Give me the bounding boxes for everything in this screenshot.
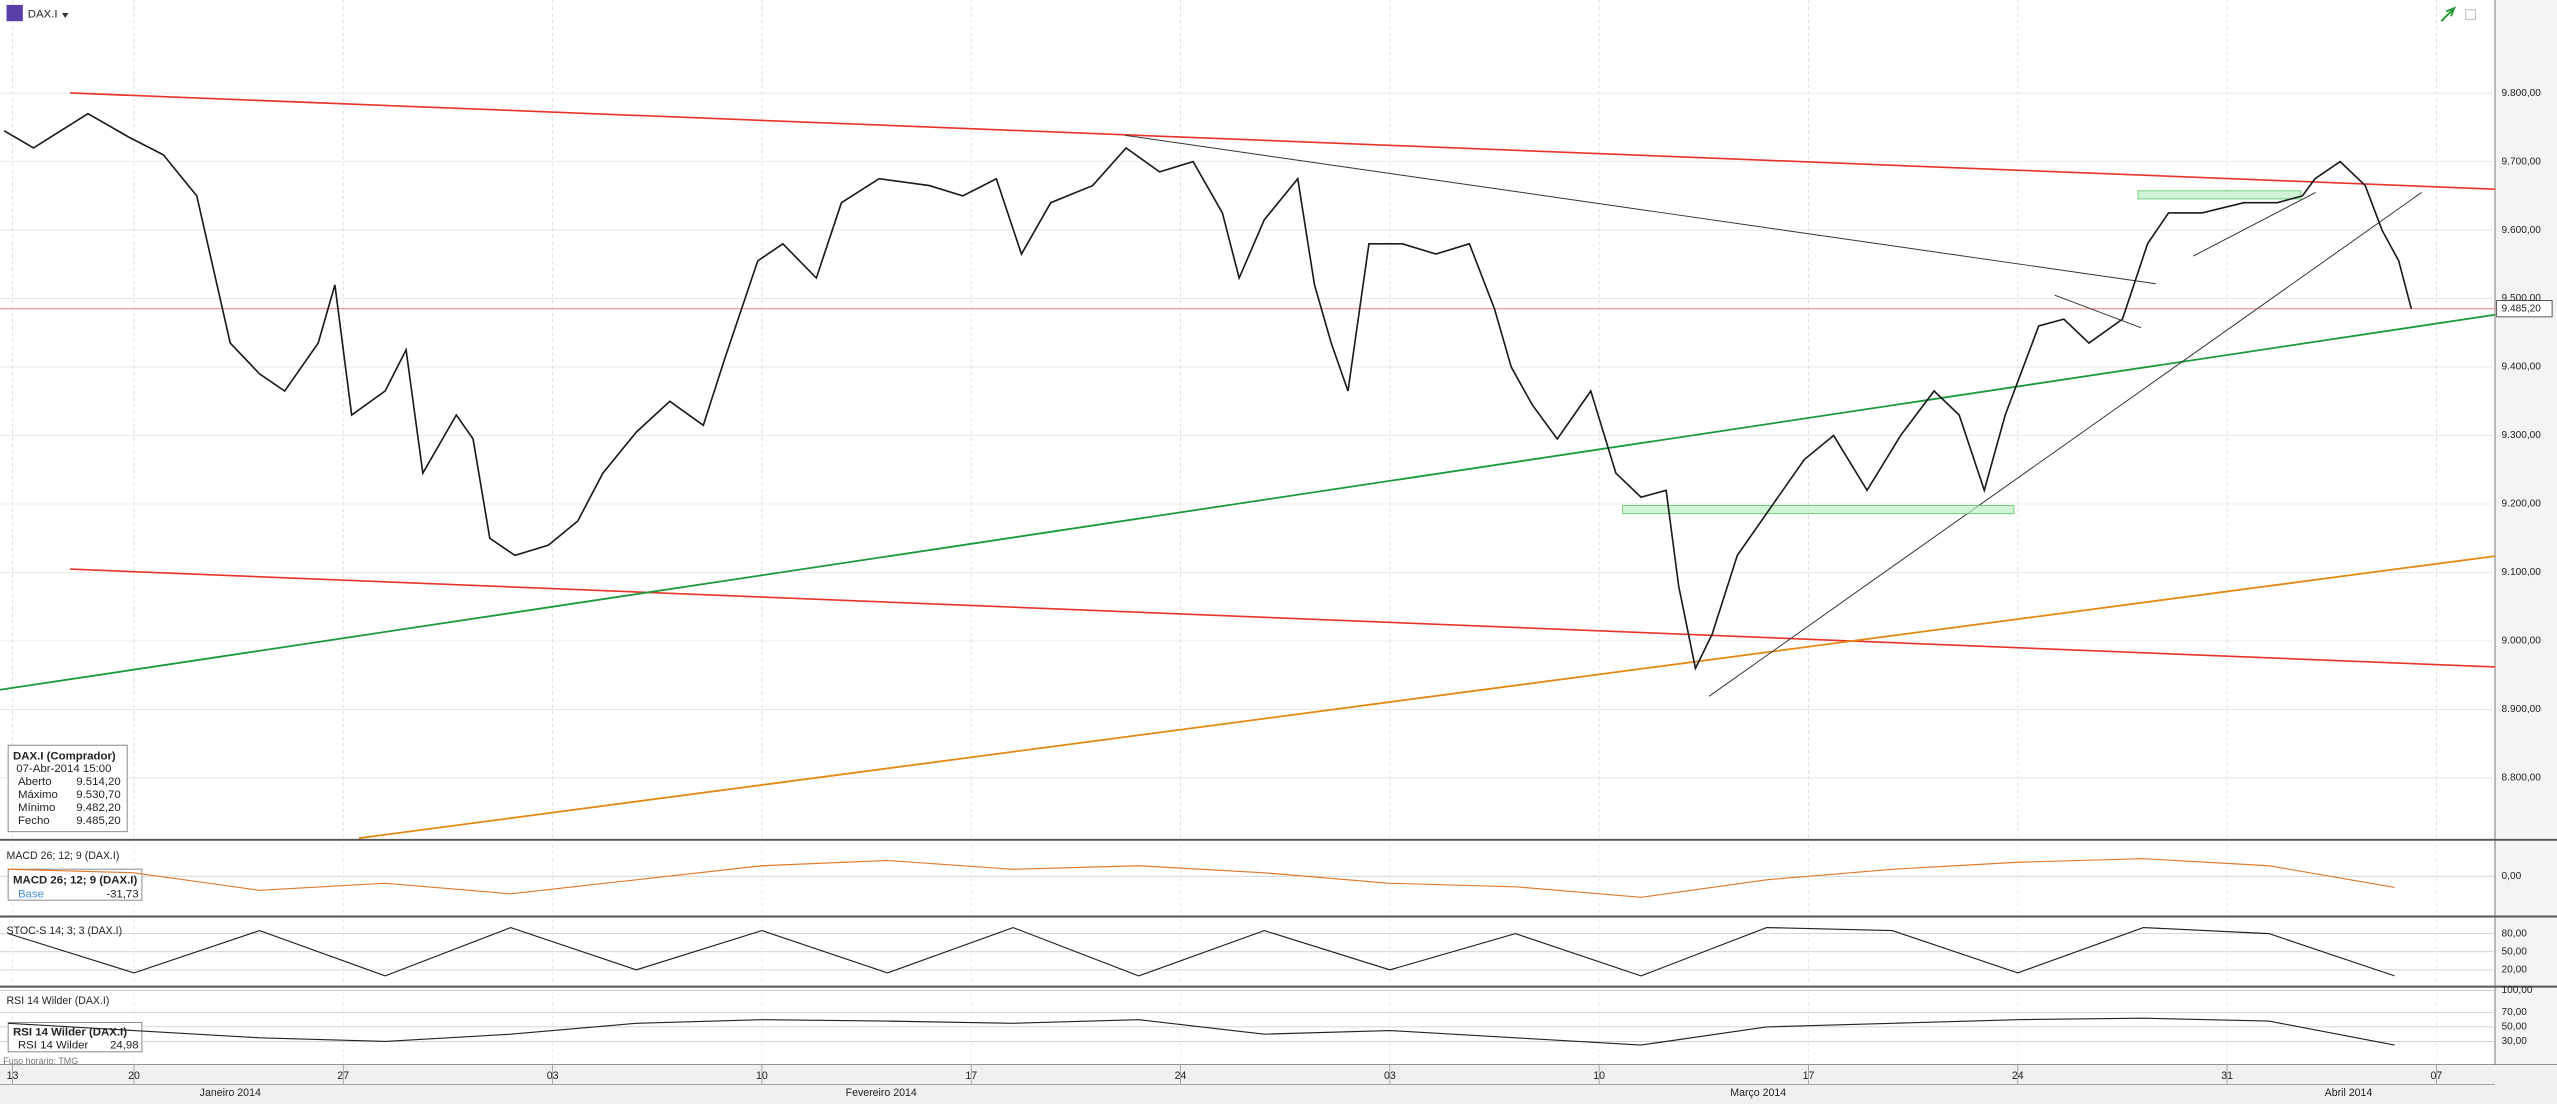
- dropdown-arrow[interactable]: [61, 13, 69, 18]
- x-tick-label: 20: [128, 1070, 140, 1082]
- trend-line[interactable]: [358, 555, 2496, 840]
- month-label: Fevereiro 2014: [846, 1087, 917, 1099]
- symbol-icon[interactable]: [6, 4, 23, 22]
- last-price-box: [2496, 300, 2553, 318]
- info-key: Mínimo: [18, 802, 55, 814]
- x-tick-label: 27: [337, 1070, 349, 1082]
- zone-rect[interactable]: [2137, 190, 2302, 200]
- info-value: 9.482,20: [76, 802, 120, 814]
- tool-icon[interactable]: [2440, 6, 2457, 22]
- y-tick-label: 70,00: [2502, 1007, 2528, 1018]
- x-tick-label: 17: [1803, 1070, 1815, 1082]
- price-line: [3, 112, 2413, 671]
- x-tick-label: 13: [7, 1070, 19, 1082]
- macd-box: [7, 868, 143, 901]
- y-tick-label: 9.700,00: [2502, 156, 2542, 167]
- info-value: 9.514,20: [76, 776, 120, 788]
- trend-line[interactable]: [1708, 192, 2422, 697]
- y-tick-label: 9.100,00: [2502, 567, 2542, 578]
- y-tick-label: 9.200,00: [2502, 499, 2542, 510]
- trend-line[interactable]: [1125, 134, 2156, 285]
- macd-box-label: Base: [18, 888, 44, 900]
- month-label: Janeiro 2014: [200, 1087, 261, 1099]
- symbol-label[interactable]: DAX.I: [28, 9, 58, 21]
- info-date: 07-Abr-2014 15:00: [16, 763, 111, 775]
- rsi-box-title: RSI 14 Wilder (DAX.I): [13, 1026, 127, 1038]
- x-tick-label: 24: [2012, 1070, 2024, 1082]
- y-tick-label: 9.000,00: [2502, 636, 2542, 647]
- price-line: [8, 926, 2395, 977]
- panel-title: MACD 26; 12; 9 (DAX.I): [7, 850, 120, 862]
- panel-title: STOC-S 14; 3; 3 (DAX.I): [7, 925, 123, 937]
- trend-line[interactable]: [0, 313, 2496, 691]
- x-tick-label: 17: [965, 1070, 977, 1082]
- panel-title: RSI 14 Wilder (DAX.I): [7, 995, 110, 1007]
- zone-rect[interactable]: [1622, 505, 2015, 515]
- y-tick-label: 20,00: [2502, 965, 2528, 976]
- y-tick-label: 100,00: [2502, 985, 2533, 996]
- y-tick-label: 50,00: [2502, 946, 2528, 957]
- x-tick-label: 10: [1593, 1070, 1605, 1082]
- y-tick-label: 9.400,00: [2502, 362, 2542, 373]
- x-tick-label: 03: [547, 1070, 559, 1082]
- y-tick-label: 30,00: [2502, 1036, 2528, 1047]
- info-title: DAX.I (Comprador): [13, 751, 116, 763]
- month-label: Março 2014: [1730, 1087, 1786, 1099]
- info-value: 9.530,70: [76, 789, 120, 801]
- macd-box-value: -31,73: [106, 888, 138, 900]
- trend-line[interactable]: [70, 92, 2496, 190]
- rsi-box-value: 24,98: [110, 1039, 139, 1051]
- month-label: Abril 2014: [2325, 1087, 2373, 1099]
- y-tick-label: 50,00: [2502, 1022, 2528, 1033]
- timezone-label: Fuso horário: TMG: [3, 1056, 78, 1066]
- y-tick-label: 8.800,00: [2502, 773, 2542, 784]
- y-tick-label: 9.500,00: [2502, 293, 2542, 304]
- y-tick-label: 9.300,00: [2502, 430, 2542, 441]
- info-key: Máximo: [18, 789, 58, 801]
- y-tick-label: 80,00: [2502, 928, 2528, 939]
- x-tick-label: 24: [1175, 1070, 1187, 1082]
- price-line: [8, 858, 2395, 898]
- info-value: 9.485,20: [76, 815, 120, 827]
- x-tick-label: 03: [1384, 1070, 1396, 1082]
- info-box: [7, 744, 128, 833]
- macd-box-title: MACD 26; 12; 9 (DAX.I): [13, 875, 137, 887]
- y-tick-label: 9.600,00: [2502, 225, 2542, 236]
- rsi-box-label: RSI 14 Wilder: [18, 1039, 89, 1051]
- x-tick-label: 07: [2431, 1070, 2443, 1082]
- window-button[interactable]: [2465, 9, 2476, 21]
- trend-line[interactable]: [2193, 191, 2316, 257]
- y-tick-label: 0,00: [2502, 871, 2522, 882]
- info-key: Aberto: [18, 776, 52, 788]
- x-tick-label: 31: [2221, 1070, 2233, 1082]
- y-tick-label: 8.900,00: [2502, 704, 2542, 715]
- price-axis-bg: [2495, 0, 2557, 1104]
- y-tick-label: 9.800,00: [2502, 88, 2542, 99]
- x-tick-label: 10: [756, 1070, 768, 1082]
- trend-line[interactable]: [70, 568, 2496, 668]
- info-key: Fecho: [18, 815, 50, 827]
- last-price-label: 9.485,20: [2502, 303, 2542, 314]
- trend-line[interactable]: [2054, 294, 2142, 329]
- price-line: [8, 1017, 2395, 1046]
